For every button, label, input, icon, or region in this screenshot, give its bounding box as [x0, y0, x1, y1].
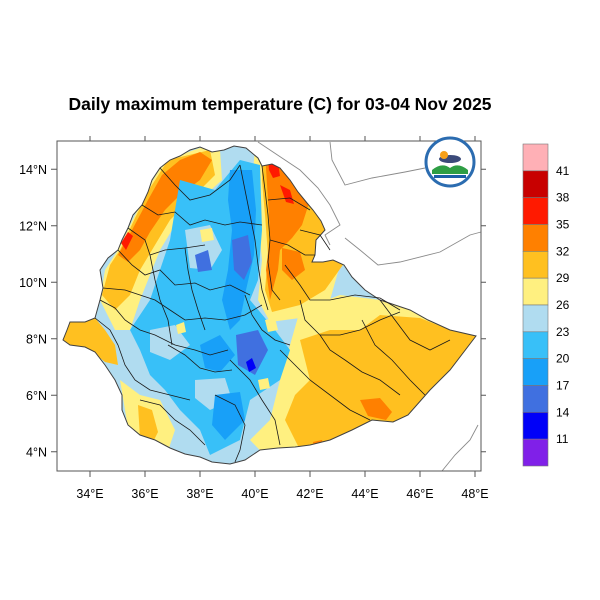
legend-color-box	[522, 277, 549, 306]
legend-color-box	[522, 412, 549, 440]
legend-label: 26	[556, 298, 570, 312]
legend-color-box	[522, 331, 549, 359]
neighbor-borders	[257, 141, 482, 472]
y-tick-label: 12°N	[19, 219, 47, 233]
field-orange-afar-east	[282, 248, 305, 280]
legend-color-box	[522, 385, 549, 413]
institute-logo	[424, 136, 476, 188]
legend-label: 17	[556, 379, 570, 393]
y-tick-label: 14°N	[19, 163, 47, 177]
y-tick-label: 10°N	[19, 276, 47, 290]
legend-color-box	[522, 143, 549, 172]
field-royal-highlands	[195, 235, 268, 375]
x-tick-label: 48°E	[461, 487, 488, 501]
y-axis: 4°N 6°N 8°N 10°N 12°N 14°N	[19, 163, 486, 459]
y-tick-label: 4°N	[26, 445, 47, 459]
color-legend: 41 38 35 32 29 26 23 20 17 14 11	[522, 143, 570, 467]
legend-color-box	[522, 197, 549, 225]
temperature-field	[63, 146, 476, 464]
x-tick-label: 38°E	[186, 487, 213, 501]
y-tick-label: 6°N	[26, 389, 47, 403]
eritrea-coast-line	[257, 141, 341, 246]
somalia-coast-line	[441, 424, 479, 472]
field-red-northwest	[121, 232, 133, 250]
legend-label: 11	[556, 432, 569, 446]
legend-label: 20	[556, 352, 570, 366]
y-tick-label: 8°N	[26, 332, 47, 346]
legend-color-box	[522, 438, 549, 467]
legend-label: 29	[556, 271, 570, 285]
field-deep-bale	[246, 358, 256, 372]
djibouti-somaliland-line	[329, 141, 426, 186]
x-tick-label: 46°E	[406, 487, 433, 501]
field-gold-gambela	[63, 318, 118, 365]
field-orange-northwest	[118, 152, 212, 262]
legend-color-box	[522, 304, 549, 333]
x-tick-label: 44°E	[351, 487, 378, 501]
legend-label: 35	[556, 218, 570, 232]
legend-label: 41	[556, 164, 570, 178]
plot-frame	[56, 140, 482, 472]
x-tick-label: 36°E	[131, 487, 158, 501]
field-red-danakil	[268, 158, 294, 204]
legend-color-box	[522, 358, 549, 386]
x-axis: 34°E 36°E 38°E 40°E 42°E 44°E 46°E 48°E	[76, 136, 489, 501]
x-tick-label: 42°E	[296, 487, 323, 501]
field-lightblue-patches	[150, 225, 232, 410]
x-tick-label: 40°E	[241, 487, 268, 501]
legend-color-box	[522, 170, 549, 198]
legend-color-box	[522, 251, 549, 279]
legend-label: 38	[556, 191, 570, 205]
legend-color-box	[522, 224, 549, 252]
gulf-of-aden-line	[344, 231, 482, 266]
legend-label: 32	[556, 244, 570, 258]
map-title: Daily maximum temperature (C) for 03-04 …	[68, 94, 492, 114]
field-orange-southeast	[360, 398, 392, 420]
legend-label: 23	[556, 325, 570, 339]
admin-boundaries	[94, 164, 451, 463]
x-tick-label: 34°E	[76, 487, 103, 501]
legend-label: 14	[556, 405, 570, 419]
